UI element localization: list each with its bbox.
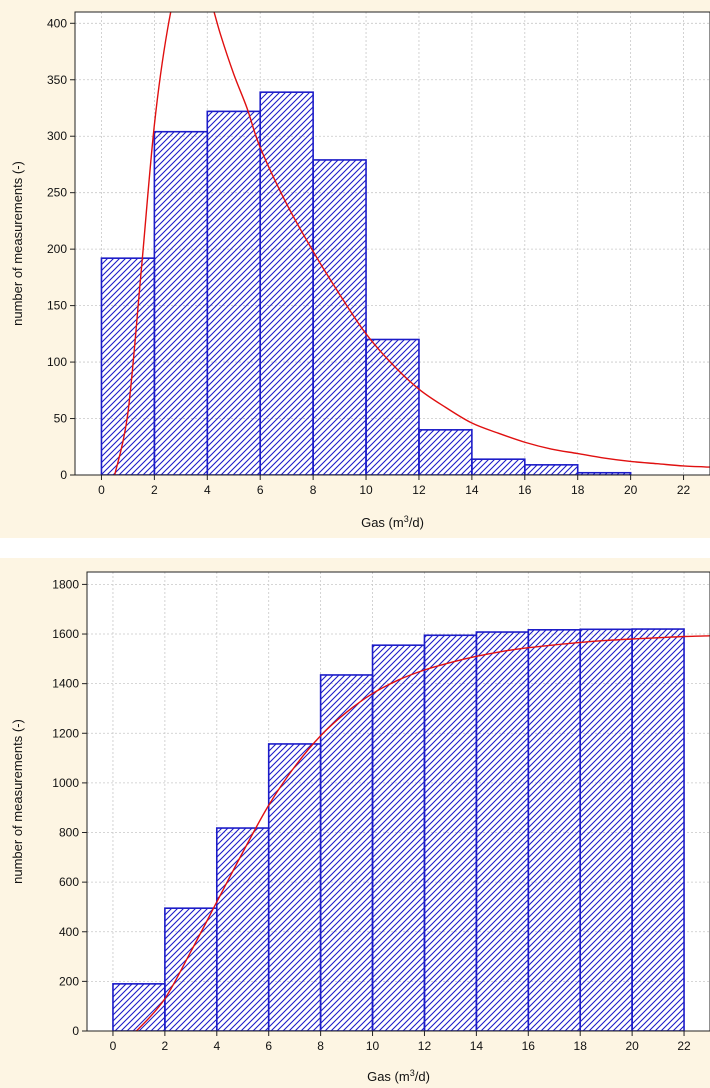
bars (112, 628, 685, 1031)
y-tick-label: 50 (54, 412, 68, 426)
y-tick-label: 200 (47, 242, 67, 256)
histogram-bar (579, 628, 633, 1031)
y-tick-label: 600 (59, 875, 79, 889)
x-tick-label: 20 (625, 1039, 639, 1053)
y-tick-label: 0 (60, 468, 67, 482)
plot-frame (86, 571, 710, 1032)
x-tick-label: 16 (522, 1039, 536, 1053)
x-tick-label: 8 (317, 1039, 324, 1053)
histogram-bar (112, 983, 166, 1031)
histogram-bar (423, 634, 478, 1031)
y-tick-label: 250 (47, 186, 67, 200)
x-tick-label: 6 (257, 483, 264, 497)
y-tick-label: 400 (59, 925, 79, 939)
y-axis-label: number of measurements (-) (10, 161, 25, 326)
x-tick-label: 22 (677, 483, 691, 497)
histogram-bar (365, 338, 420, 475)
histogram-bar (215, 827, 270, 1031)
x-tick-label: 8 (310, 483, 317, 497)
x-tick-label: 2 (162, 1039, 169, 1053)
y-tick-label: 150 (47, 299, 67, 313)
histogram-bar (631, 628, 685, 1031)
histogram-bar (523, 464, 579, 475)
bars (100, 91, 632, 475)
histogram-bar (259, 91, 314, 475)
y-tick-label: 350 (47, 73, 67, 87)
x-tick-label: 12 (418, 1039, 432, 1053)
histogram-chart: 0 2 4 6 8 10 12 14 16 18 20 22 0 50 100 150 200 250 300 350… (10, 11, 710, 530)
y-tick-label: 200 (59, 974, 79, 988)
histogram-bar (319, 674, 374, 1031)
x-axis-label: Gas (m3/d) (367, 1068, 430, 1084)
histogram-bar (100, 257, 156, 475)
y-tick-label: 300 (47, 129, 67, 143)
histogram-bar (267, 743, 322, 1031)
x-tick-label: 18 (574, 1039, 588, 1053)
fit-curve (114, 12, 710, 475)
x-tick-label: 10 (359, 483, 373, 497)
x-tick-label: 16 (518, 483, 532, 497)
x-tick-label: 12 (412, 483, 426, 497)
histogram-bar (312, 159, 367, 475)
y-tick-label: 1800 (52, 577, 79, 591)
histogram-panel: 0 2 4 6 8 10 12 14 16 18 20 22 0 50 100 150 200 250 300 350… (0, 0, 710, 538)
x-tick-label: 6 (265, 1039, 272, 1053)
x-tick-label: 4 (204, 483, 211, 497)
y-tick-label: 400 (47, 16, 67, 30)
histogram-bar (206, 110, 262, 475)
x-tick-label: 0 (110, 1039, 117, 1053)
x-tick-label: 10 (366, 1039, 380, 1053)
histogram-bar (418, 429, 473, 475)
histogram-bar (475, 631, 530, 1031)
y-tick-label: 1400 (52, 677, 79, 691)
x-tick-label: 22 (677, 1039, 691, 1053)
fit-curve (133, 635, 710, 1031)
histogram-bar (527, 629, 582, 1031)
x-tick-label: 20 (624, 483, 638, 497)
x-tick-label: 14 (465, 483, 479, 497)
axis-ticks: 0 2 4 6 8 10 12 14 16 18 20 22 0 200 400 600 800 1000 1200… (52, 577, 691, 1053)
x-tick-label: 0 (98, 483, 105, 497)
histogram-bar (471, 458, 526, 475)
x-axis-label: Gas (m3/d) (361, 514, 424, 530)
histogram-bar (371, 644, 426, 1031)
histogram-bar (153, 130, 209, 475)
panel-separator (0, 538, 710, 558)
histogram-bar (164, 907, 218, 1031)
y-tick-label: 800 (59, 826, 79, 840)
x-tick-label: 2 (151, 483, 158, 497)
y-axis-label: number of measurements (-) (10, 719, 25, 884)
x-tick-label: 14 (470, 1039, 484, 1053)
axis-ticks: 0 2 4 6 8 10 12 14 16 18 20 22 0 50 100 150 200 250 300 350… (47, 16, 691, 497)
y-tick-label: 1200 (52, 726, 79, 740)
y-tick-label: 1600 (52, 627, 79, 641)
y-tick-label: 100 (47, 355, 67, 369)
cumulative-histogram-panel: 0 2 4 6 8 10 12 14 16 18 20 22 0 200 400 600 800 1000 1200… (0, 558, 710, 1088)
y-tick-label: 0 (72, 1024, 79, 1038)
plot-frame (74, 11, 710, 476)
x-tick-label: 18 (571, 483, 585, 497)
cumulative-histogram-chart: 0 2 4 6 8 10 12 14 16 18 20 22 0 200 400 600 800 1000 1200… (10, 571, 710, 1084)
x-tick-label: 4 (213, 1039, 220, 1053)
y-tick-label: 1000 (52, 776, 79, 790)
